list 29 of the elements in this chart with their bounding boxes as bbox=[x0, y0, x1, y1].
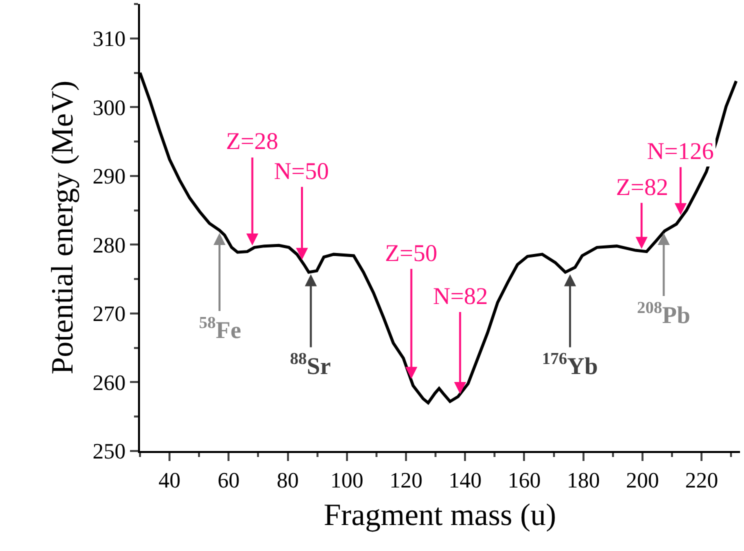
x-tick-label: 40 bbox=[158, 467, 181, 492]
annotation: N=50 bbox=[274, 159, 329, 185]
y-axis-title: Potential energy (MeV) bbox=[44, 80, 80, 374]
y-tick-label: 290 bbox=[92, 164, 126, 189]
x-axis-title: Fragment mass (u) bbox=[324, 497, 556, 532]
annotation: Z=82 bbox=[616, 175, 668, 201]
x-tick-label: 180 bbox=[566, 467, 600, 492]
annotation: $^{176}$Yb bbox=[542, 349, 598, 380]
y-tick-label: 280 bbox=[92, 232, 126, 258]
x-tick-label: 80 bbox=[276, 467, 299, 492]
annotation: Z=28 bbox=[226, 129, 278, 155]
x-tick-label: 140 bbox=[448, 467, 482, 492]
y-tick-label: 260 bbox=[92, 370, 126, 395]
annotation: $^{88}$Sr bbox=[290, 349, 332, 380]
x-tick-label: 200 bbox=[626, 467, 659, 492]
x-tick-label: 160 bbox=[508, 467, 541, 492]
annotation: $^{208}$Pb bbox=[637, 298, 690, 330]
annotation: N=126 bbox=[647, 139, 714, 165]
y-tick-label: 270 bbox=[92, 301, 126, 326]
annotation: Z=50 bbox=[385, 241, 438, 267]
x-tick-label: 100 bbox=[330, 467, 364, 492]
annotation: $^{58}$Fe bbox=[199, 313, 242, 344]
y-tick-label: 250 bbox=[92, 438, 126, 464]
y-tick-label: 300 bbox=[92, 94, 126, 120]
x-tick-label: 60 bbox=[218, 467, 240, 492]
x-tick-label: 120 bbox=[390, 467, 423, 492]
x-tick-label: 220 bbox=[685, 467, 718, 492]
annotation: N=82 bbox=[433, 284, 488, 310]
y-tick-label: 310 bbox=[92, 26, 126, 52]
